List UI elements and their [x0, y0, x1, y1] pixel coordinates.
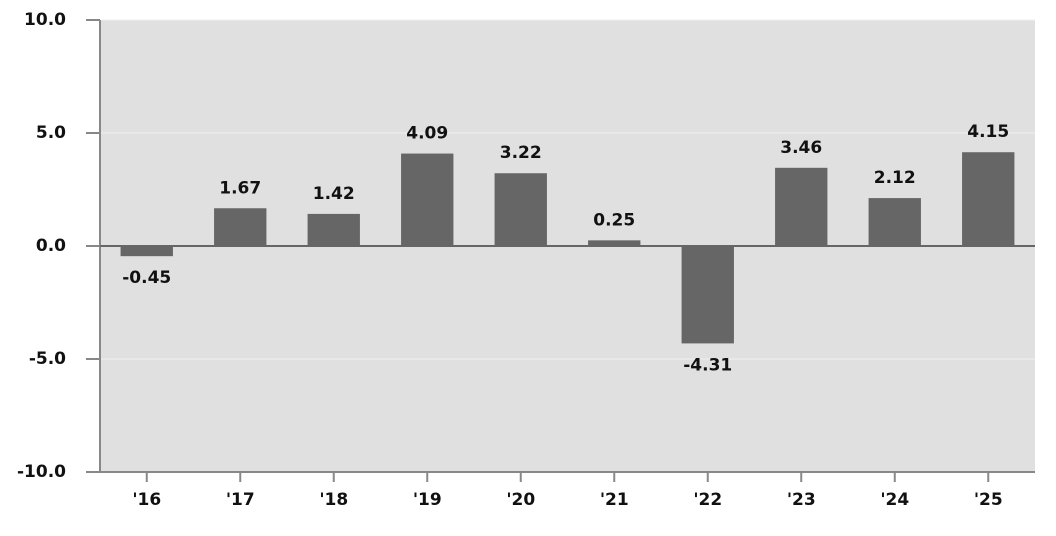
- x-tick-label: '23: [787, 490, 816, 510]
- x-tick-label: '22: [693, 490, 722, 510]
- bar: [120, 246, 173, 257]
- bar: [214, 208, 267, 246]
- x-tick-label: '20: [506, 490, 535, 510]
- data-label: -4.31: [683, 355, 732, 375]
- data-label: 3.46: [780, 138, 822, 158]
- bar: [307, 213, 360, 246]
- x-tick-label: '25: [974, 490, 1003, 510]
- bar: [868, 198, 921, 246]
- data-label: 2.12: [874, 168, 916, 188]
- x-tick-label: '18: [319, 490, 348, 510]
- y-tick-label: -5.0: [29, 349, 66, 369]
- bar: [401, 153, 454, 246]
- x-tick-label: '21: [600, 490, 629, 510]
- data-label: 1.42: [313, 184, 355, 204]
- y-tick-label: 10.0: [24, 10, 66, 30]
- bar: [775, 167, 828, 246]
- data-label: 4.15: [967, 122, 1009, 142]
- bar: [962, 152, 1015, 246]
- bar: [588, 240, 641, 246]
- x-tick-label: '16: [132, 490, 161, 510]
- data-label: 3.22: [500, 143, 542, 163]
- bar: [681, 246, 734, 344]
- y-tick-label: 0.0: [36, 236, 66, 256]
- bar: [494, 173, 547, 246]
- data-label: 0.25: [593, 210, 635, 230]
- x-tick-label: '24: [880, 490, 909, 510]
- y-tick-label: -10.0: [17, 462, 66, 482]
- data-label: 4.09: [406, 124, 448, 144]
- x-tick-label: '17: [226, 490, 255, 510]
- y-tick-label: 5.0: [36, 123, 66, 143]
- data-label: 1.67: [219, 178, 261, 198]
- data-label: -0.45: [122, 268, 171, 288]
- x-tick-label: '19: [413, 490, 442, 510]
